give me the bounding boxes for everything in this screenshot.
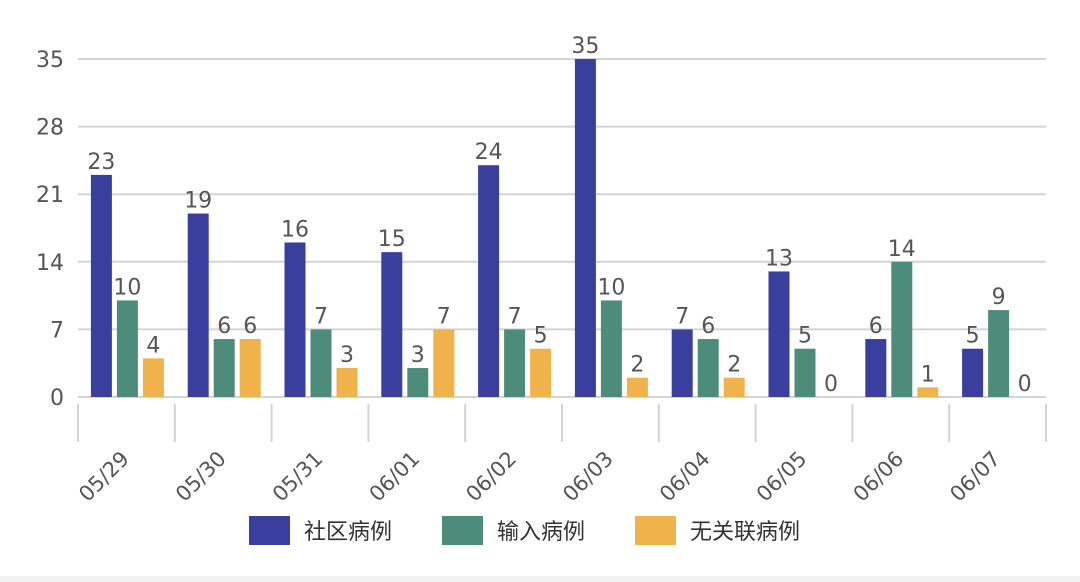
bar-1 [865,339,887,397]
bar-3 [723,377,745,397]
legend-label: 输入病例 [497,520,585,545]
data-label: 6 [701,314,715,339]
legend-label: 社区病例 [304,520,392,545]
x-category-label: 06/06 [849,447,909,507]
data-label: 7 [675,304,689,329]
data-label: 0 [1018,372,1032,397]
legend: 社区病例 输入病例 无关联病例 [249,516,800,545]
x-category-label: 06/03 [558,447,618,507]
bar-3 [142,358,164,397]
x-category-label: 05/29 [74,447,134,507]
data-label: 16 [281,217,309,242]
data-label: 19 [184,189,212,214]
data-label: 2 [630,353,644,378]
data-label: 0 [824,372,838,397]
data-label: 5 [966,324,980,349]
bar-1 [381,252,403,397]
x-category-label: 06/04 [655,447,715,507]
legend-swatch [442,516,483,545]
x-category-label: 06/02 [461,447,521,507]
bar-3 [530,348,552,397]
bar-2 [891,261,913,397]
data-label: 7 [437,304,451,329]
data-label: 3 [340,343,354,368]
bar-2 [116,300,138,397]
bar-1 [90,174,112,397]
data-label: 15 [378,227,406,252]
bar-2 [504,329,526,397]
bar-2 [310,329,332,397]
x-category-label: 06/01 [365,447,425,507]
y-axis-ticks: 0 7 14 21 28 35 [36,48,64,411]
x-axis: 05/29 05/30 05/31 06/01 06/02 06/03 06/04 06/05… [74,404,1047,507]
y-tick-label: 14 [36,251,64,276]
data-label: 7 [314,304,328,329]
data-label: 1 [921,362,935,387]
data-label: 23 [87,150,115,175]
x-category-label: 06/07 [945,447,1005,507]
y-tick-label: 21 [36,183,64,208]
data-label: 10 [597,275,625,300]
bar-1 [187,213,209,397]
legend-swatch [249,516,290,545]
y-tick-label: 35 [36,48,64,73]
data-label: 4 [146,333,160,358]
data-label: 5 [534,324,548,349]
y-tick-label: 0 [50,386,64,411]
bar-3 [239,339,261,397]
bar-3 [626,377,648,397]
data-label: 35 [571,34,599,59]
legend-label: 无关联病例 [690,520,800,545]
data-label: 2 [727,353,741,378]
bars [90,59,1010,397]
bar-3 [336,368,358,397]
x-category-label: 06/05 [752,447,812,507]
bar-1 [574,59,596,397]
bar-1 [284,242,306,397]
data-label: 14 [888,237,916,262]
data-label: 9 [992,285,1006,310]
data-label: 6 [217,314,231,339]
y-tick-label: 7 [50,318,64,343]
bar-2 [407,368,429,397]
y-tick-label: 28 [36,116,64,141]
bar-2 [213,339,235,397]
data-label: 10 [113,275,141,300]
bar-1 [768,271,790,397]
bar-2 [988,310,1010,397]
data-label: 24 [475,140,503,165]
legend-swatch [635,516,676,545]
data-label: 7 [508,304,522,329]
bar-1 [962,348,984,397]
bar-2 [794,348,816,397]
bar-1 [478,165,500,397]
data-label: 6 [869,314,883,339]
bar-3 [917,387,939,397]
bar-2 [600,300,622,397]
data-label: 3 [411,343,425,368]
data-label: 5 [798,324,812,349]
bar-1 [671,329,693,397]
data-label: 6 [243,314,257,339]
bottom-divider [0,576,1080,582]
x-category-label: 05/30 [171,447,231,507]
bar-3 [433,329,455,397]
x-category-label: 05/31 [268,447,328,507]
bar-2 [697,339,719,397]
data-label: 13 [765,246,793,271]
